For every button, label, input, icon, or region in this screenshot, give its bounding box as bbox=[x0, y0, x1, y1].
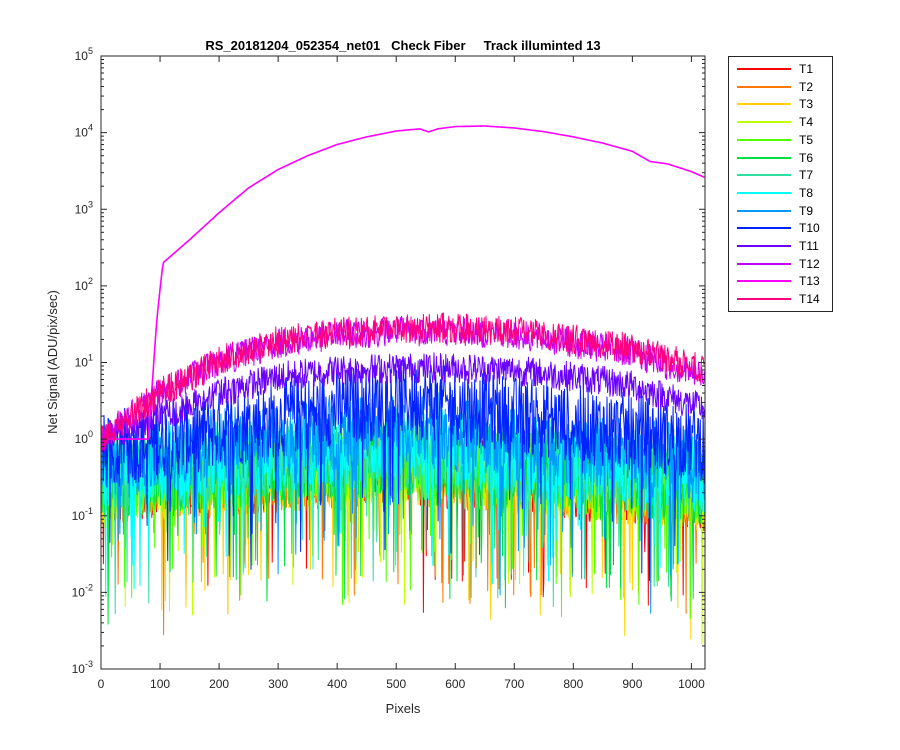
legend-item-t2: T2 bbox=[729, 78, 832, 96]
legend-swatch bbox=[737, 191, 791, 194]
x-tick-label: 300 bbox=[268, 677, 288, 691]
legend-item-t6: T6 bbox=[729, 149, 832, 167]
legend-swatch bbox=[737, 174, 791, 177]
legend-swatch bbox=[737, 209, 791, 212]
legend-swatch bbox=[737, 245, 791, 247]
x-tick-label: 100 bbox=[150, 677, 170, 691]
legend-label: T1 bbox=[799, 62, 814, 76]
legend-item-t3: T3 bbox=[729, 95, 832, 113]
y-tick-label: 103 bbox=[75, 199, 93, 216]
x-tick-label: 1000 bbox=[678, 677, 705, 691]
legend-swatch bbox=[737, 262, 791, 265]
series-line-t9 bbox=[100, 390, 706, 614]
y-tick-label: 102 bbox=[75, 276, 93, 293]
x-tick-label: 800 bbox=[563, 677, 583, 691]
series-line-t13 bbox=[101, 125, 705, 440]
legend-item-t5: T5 bbox=[729, 131, 832, 149]
legend-label: T4 bbox=[799, 115, 814, 130]
legend-label: T9 bbox=[799, 203, 814, 218]
x-tick-label: 0 bbox=[98, 677, 105, 691]
legend: T1 T2 T3 T4 T5 T6 T7 T8 T9 T10 T11 T12 T13 T14 bbox=[728, 56, 833, 312]
legend-label: T11 bbox=[799, 239, 819, 253]
x-tick-label: 700 bbox=[504, 677, 524, 691]
legend-label: T12 bbox=[799, 256, 820, 271]
legend-swatch bbox=[737, 68, 791, 70]
series-line-t11 bbox=[100, 352, 706, 453]
x-tick-label: 600 bbox=[445, 677, 465, 691]
legend-item-t12: T12 bbox=[729, 255, 832, 273]
legend-label: T3 bbox=[799, 97, 814, 112]
legend-label: T14 bbox=[799, 292, 820, 307]
series-line-t14 bbox=[100, 312, 706, 452]
x-tick-label: 400 bbox=[327, 677, 347, 691]
legend-label: T13 bbox=[799, 274, 820, 289]
legend-swatch bbox=[737, 156, 791, 159]
legend-item-t7: T7 bbox=[729, 166, 832, 184]
legend-swatch bbox=[737, 121, 791, 124]
legend-swatch bbox=[737, 138, 791, 141]
legend-item-t9: T9 bbox=[729, 202, 832, 220]
y-tick-label: 104 bbox=[75, 123, 93, 140]
legend-label: T6 bbox=[799, 150, 814, 165]
legend-swatch bbox=[737, 298, 791, 301]
legend-item-t13: T13 bbox=[729, 272, 832, 290]
legend-swatch bbox=[737, 227, 791, 230]
y-tick-label: 10-1 bbox=[72, 506, 93, 523]
y-ticks: 10-3 10-2 10-1 100 101 102 103 104 105 bbox=[72, 46, 705, 676]
y-tick-label: 101 bbox=[75, 353, 93, 370]
chart-title: RS_20181204_052354_net01 Check Fiber Tra… bbox=[205, 38, 600, 53]
y-tick-label: 10-3 bbox=[72, 659, 93, 676]
legend-label: T10 bbox=[799, 221, 820, 236]
legend-label: T7 bbox=[799, 168, 814, 183]
legend-item-t1: T1 bbox=[729, 60, 832, 78]
x-axis-label: Pixels bbox=[386, 701, 421, 716]
x-tick-label: 900 bbox=[622, 677, 642, 691]
legend-item-t11: T11 bbox=[729, 237, 832, 255]
legend-label: T8 bbox=[799, 185, 814, 200]
x-ticks: 0 100 200 300 400 500 600 700 800 900 1000 bbox=[98, 56, 705, 691]
x-tick-label: 500 bbox=[386, 677, 406, 691]
legend-swatch bbox=[737, 103, 791, 106]
legend-label: T5 bbox=[799, 132, 814, 147]
legend-swatch bbox=[737, 85, 791, 88]
legend-swatch bbox=[737, 280, 791, 283]
legend-item-t8: T8 bbox=[729, 184, 832, 202]
series-layer bbox=[100, 125, 706, 644]
legend-item-t4: T4 bbox=[729, 113, 832, 131]
x-tick-label: 200 bbox=[209, 677, 229, 691]
y-tick-label: 10-2 bbox=[72, 582, 93, 599]
y-tick-label: 105 bbox=[75, 46, 93, 63]
legend-item-t14: T14 bbox=[729, 290, 832, 308]
legend-item-t10: T10 bbox=[729, 219, 832, 237]
series-line-t10 bbox=[100, 359, 706, 581]
y-axis-label: Net Signal (ADU/pix/sec) bbox=[45, 290, 60, 434]
y-tick-label: 100 bbox=[75, 429, 93, 446]
legend-label: T2 bbox=[799, 79, 814, 94]
